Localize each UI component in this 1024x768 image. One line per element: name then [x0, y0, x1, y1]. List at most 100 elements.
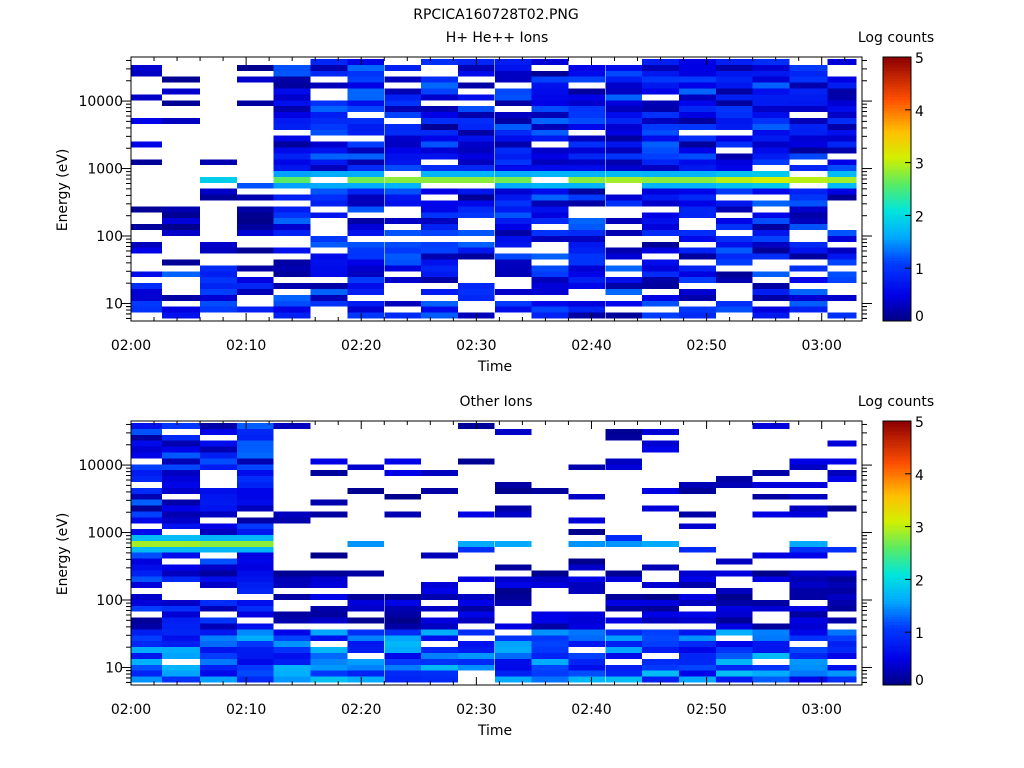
- colorbar-segment: [883, 88, 911, 92]
- heatmap-cell: [384, 265, 422, 272]
- heatmap-cell: [200, 599, 237, 606]
- colorbar-segment: [883, 191, 911, 195]
- heatmap-cell: [131, 570, 162, 577]
- colorbar-segment: [883, 107, 911, 111]
- heatmap-cell: [131, 306, 162, 313]
- heatmap-cell: [789, 135, 828, 142]
- heatmap-plot-area: 02:00 02:10 02:20 02:30 02:40 02:50 03:00 10 100…: [78, 56, 872, 354]
- heatmap-cell: [679, 487, 716, 494]
- heatmap-cell: [568, 141, 606, 148]
- heatmap-cell: [605, 100, 643, 107]
- x-tick-label: 02:40: [571, 702, 611, 718]
- heatmap-cell: [568, 194, 606, 201]
- colorbar-segment: [883, 93, 911, 98]
- heatmap-cell: [531, 123, 569, 130]
- heatmap-cell: [605, 159, 643, 166]
- heatmap-cell: [236, 529, 274, 536]
- heatmap-cell: [752, 647, 790, 653]
- heatmap-cell: [347, 253, 385, 260]
- heatmap-cell: [568, 517, 606, 524]
- heatmap-cell: [827, 647, 857, 653]
- heatmap-cell: [457, 129, 495, 136]
- heatmap-cell: [827, 599, 857, 606]
- heatmap-cell: [131, 300, 162, 307]
- heatmap-cell: [605, 112, 643, 118]
- heatmap-cell: [642, 230, 679, 236]
- colorbar-segment: [883, 582, 911, 586]
- heatmap-cell: [827, 277, 857, 284]
- heatmap-cell: [236, 582, 274, 589]
- colorbar-tick-label: 5: [915, 415, 924, 431]
- heatmap-cell: [421, 106, 458, 113]
- heatmap-cell: [273, 670, 311, 677]
- heatmap-cell: [752, 218, 790, 225]
- heatmap-cell: [568, 259, 606, 266]
- heatmap-cell: [715, 623, 753, 630]
- heatmap-cell: [200, 499, 237, 506]
- heatmap-cell: [605, 670, 643, 677]
- heatmap-cell: [421, 224, 458, 230]
- heatmap-cell: [457, 153, 495, 160]
- heatmap-cell: [752, 629, 790, 636]
- colorbar-segment: [883, 220, 911, 224]
- colorbar-segment: [883, 315, 911, 319]
- colorbar-segment: [883, 653, 911, 657]
- heatmap-cell: [679, 200, 716, 207]
- heatmap-cell: [162, 511, 201, 518]
- heatmap-cell: [236, 283, 274, 289]
- heatmap-cell: [236, 558, 274, 565]
- heatmap-cell: [200, 617, 237, 624]
- colorbar-segment: [883, 291, 911, 296]
- heatmap-cell: [310, 658, 348, 665]
- heatmap-cell: [494, 112, 532, 118]
- colorbar-segment: [883, 587, 911, 591]
- heatmap-cell: [715, 306, 753, 313]
- colorbar-segment: [883, 534, 911, 538]
- heatmap-cell: [310, 241, 348, 248]
- heatmap-cell: [131, 594, 162, 600]
- heatmap-cell: [347, 676, 385, 683]
- heatmap-cell: [131, 629, 162, 636]
- heatmap-cell: [752, 570, 790, 577]
- heatmap-cell: [789, 623, 828, 630]
- heatmap-cell: [457, 200, 495, 207]
- heatmap-cell: [162, 499, 201, 506]
- heatmap-cell: [827, 230, 857, 236]
- heatmap-cell: [162, 517, 201, 524]
- colorbar-segment: [883, 529, 911, 533]
- heatmap-cell: [827, 476, 857, 482]
- colorbar-segment: [883, 489, 911, 493]
- heatmap-cell: [457, 605, 495, 612]
- heatmap-cell: [457, 658, 495, 665]
- heatmap-cell: [273, 664, 311, 671]
- heatmap-cell: [605, 570, 643, 577]
- heatmap-cell: [236, 564, 274, 571]
- heatmap-cell: [421, 118, 458, 124]
- heatmap-cell: [568, 235, 606, 242]
- heatmap-cell: [310, 664, 348, 671]
- heatmap-cell: [531, 82, 569, 89]
- heatmap-cell: [789, 658, 828, 665]
- heatmap-cell: [679, 546, 716, 553]
- colorbar-segment: [883, 78, 911, 82]
- heatmap-cell: [531, 277, 569, 284]
- heatmap-cell: [752, 552, 790, 559]
- heatmap-cell: [162, 440, 201, 447]
- heatmap-cell: [310, 617, 348, 624]
- heatmap-cell: [421, 664, 458, 671]
- heatmap-cell: [131, 582, 162, 589]
- colorbar-segment: [883, 655, 911, 660]
- heatmap-cell: [310, 300, 348, 307]
- heatmap-cell: [273, 218, 311, 225]
- heatmap-cell: [200, 635, 237, 642]
- heatmap-cell: [347, 306, 385, 313]
- heatmap-cell: [679, 641, 716, 648]
- colorbar-segment: [883, 592, 911, 596]
- colorbar-segment: [883, 273, 911, 277]
- colorbar-segment: [883, 99, 911, 103]
- heatmap-cell: [494, 188, 532, 195]
- colorbar-segment: [883, 442, 911, 446]
- heatmap-cell: [531, 635, 569, 642]
- heatmap-cell: [457, 112, 495, 118]
- heatmap-cell: [679, 511, 716, 518]
